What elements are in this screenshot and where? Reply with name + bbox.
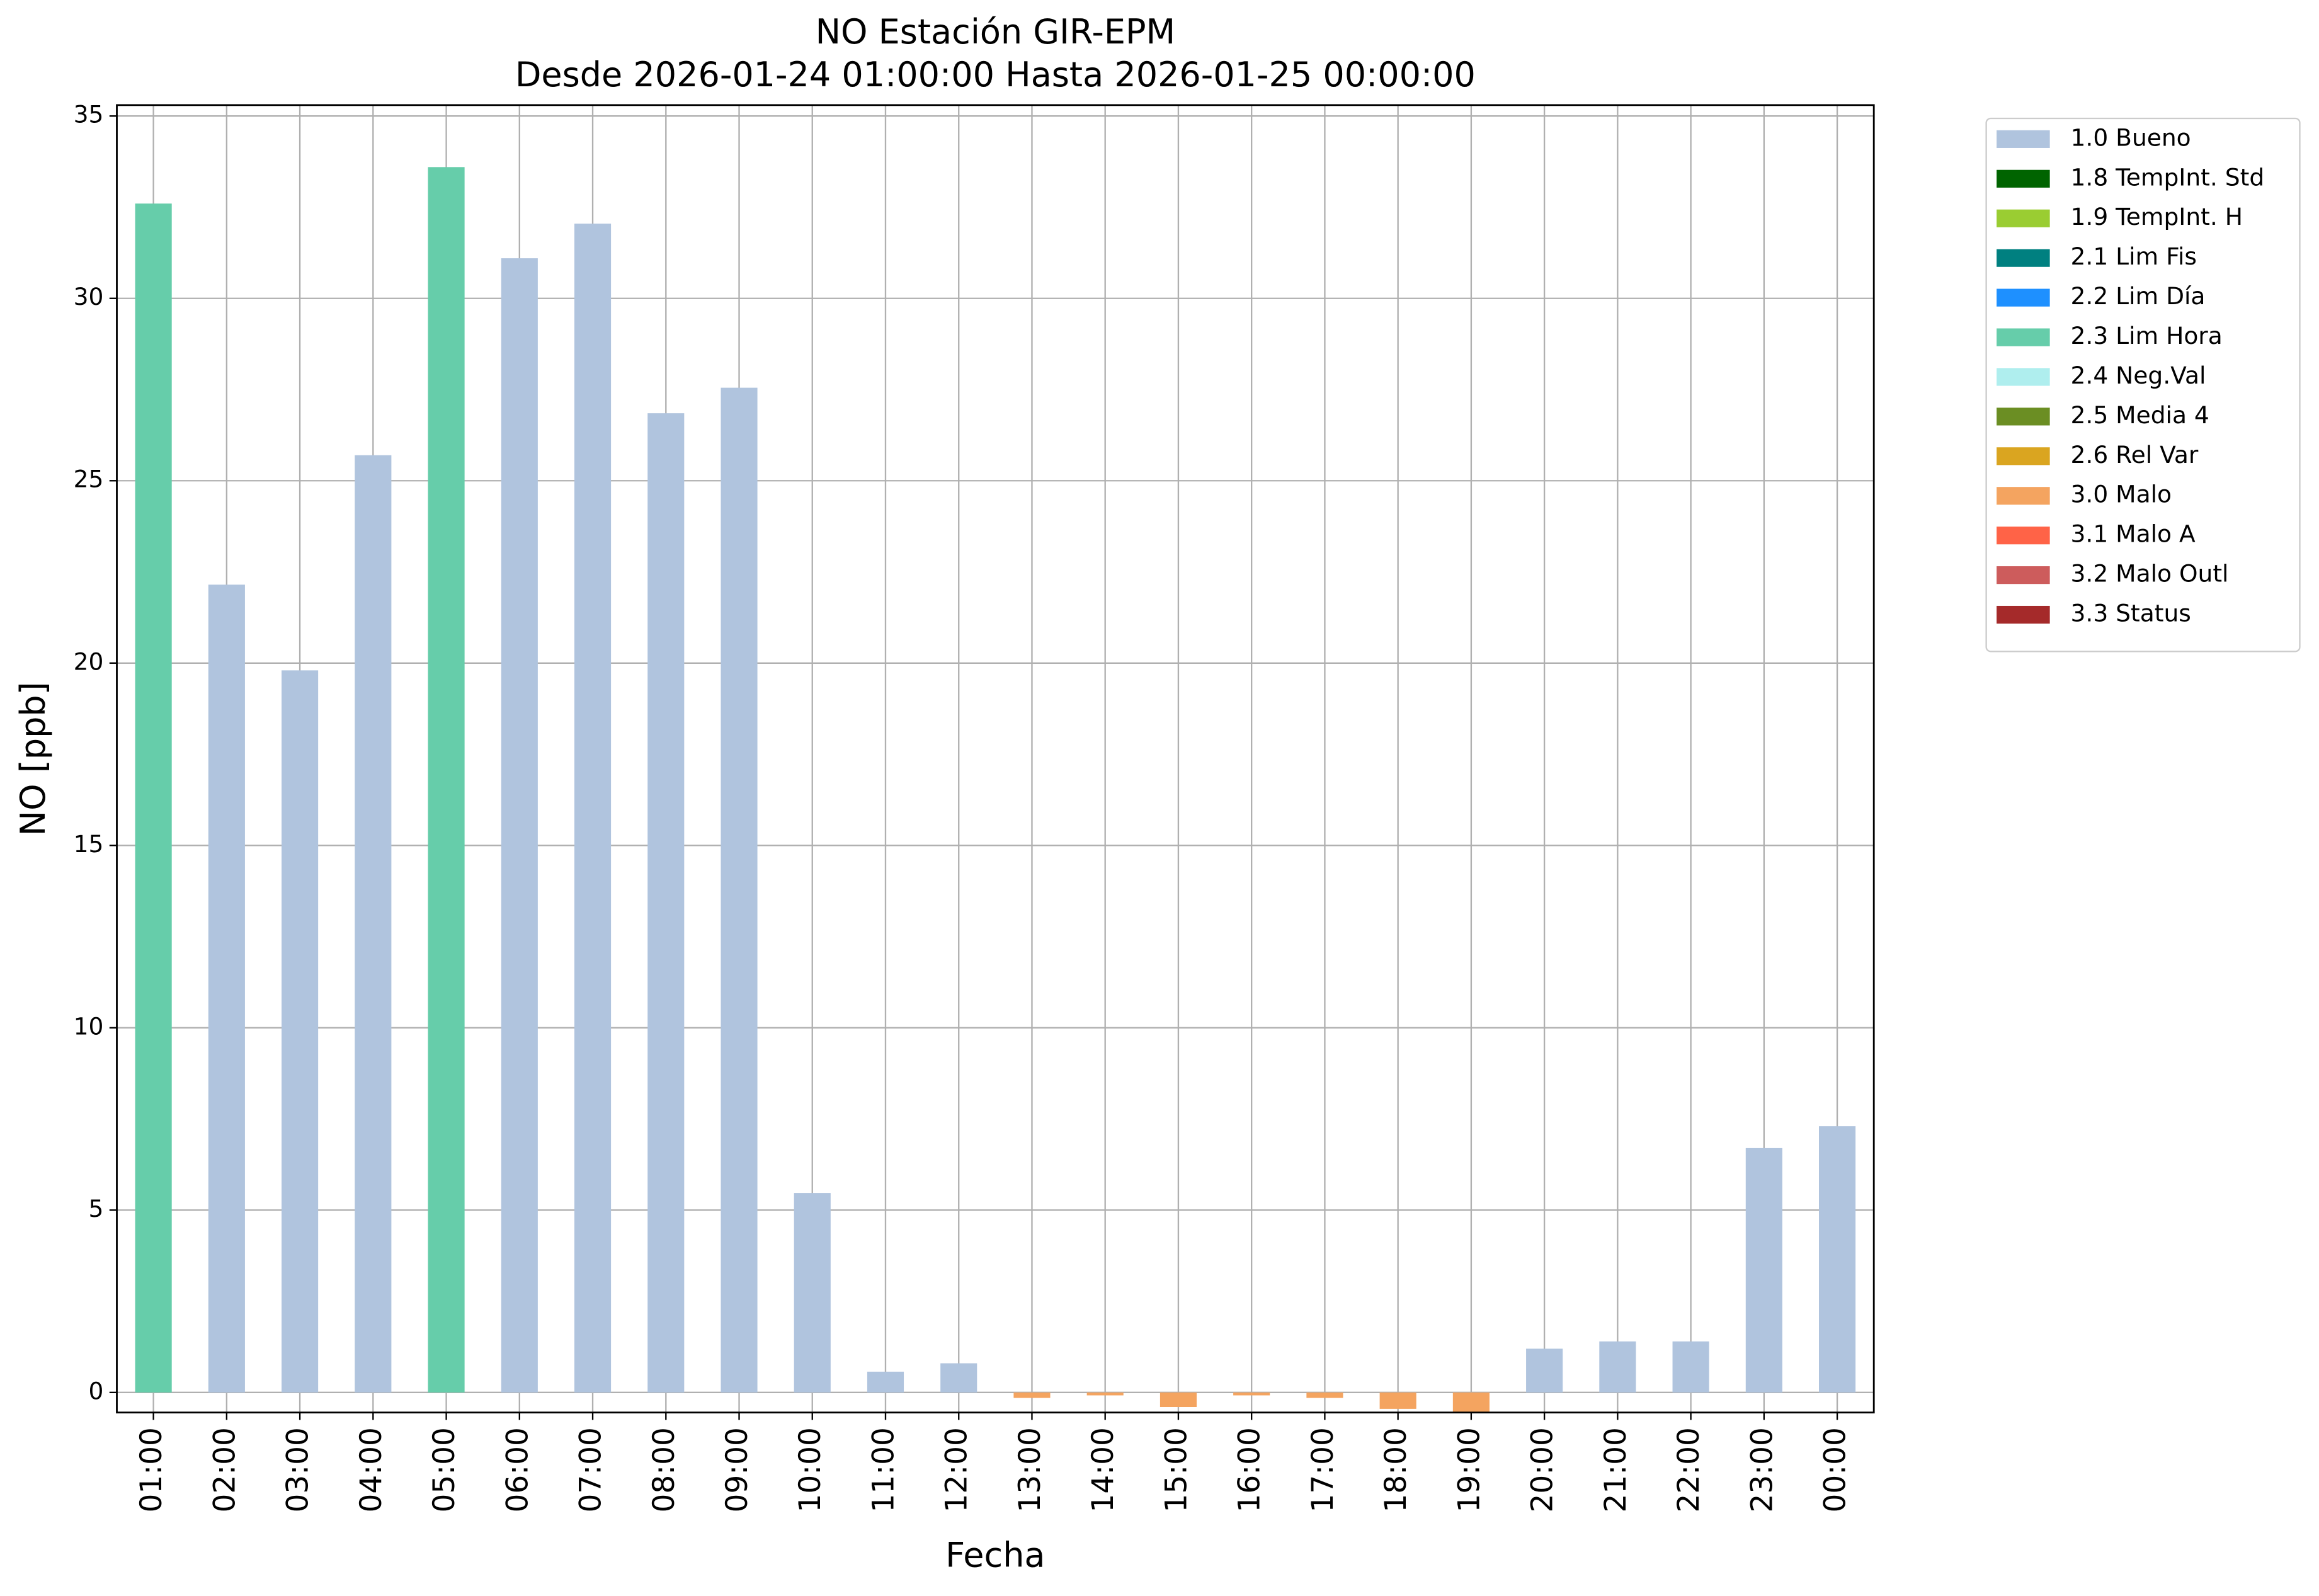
legend-label: 3.1 Malo A bbox=[2071, 520, 2196, 548]
x-tick-label: 05:00 bbox=[427, 1427, 462, 1512]
legend-swatch bbox=[1997, 130, 2050, 148]
bar bbox=[355, 455, 392, 1393]
legend-swatch bbox=[1997, 249, 2050, 267]
bar bbox=[428, 167, 465, 1393]
bar bbox=[1526, 1348, 1563, 1393]
x-tick-label: 11:00 bbox=[866, 1427, 901, 1512]
bar bbox=[1160, 1392, 1197, 1407]
bar bbox=[940, 1363, 977, 1393]
x-tick-label: 04:00 bbox=[354, 1427, 389, 1512]
legend-label: 2.2 Lim Día bbox=[2071, 282, 2206, 310]
chart-subtitle: Desde 2026-01-24 01:00:00 Hasta 2026-01-… bbox=[515, 55, 1476, 94]
y-tick-label: 35 bbox=[74, 101, 104, 128]
legend-swatch bbox=[1997, 209, 2050, 227]
x-tick-label: 12:00 bbox=[940, 1427, 974, 1512]
bar bbox=[501, 258, 538, 1393]
x-axis-label: Fecha bbox=[945, 1535, 1045, 1575]
bar bbox=[135, 203, 172, 1393]
bar bbox=[1086, 1392, 1124, 1396]
legend-label: 1.8 TempInt. Std bbox=[2071, 163, 2265, 191]
y-tick-label: 15 bbox=[74, 830, 104, 858]
x-tick-label: 07:00 bbox=[574, 1427, 608, 1512]
bar bbox=[1452, 1392, 1490, 1413]
bar bbox=[1819, 1126, 1856, 1393]
x-tick-label: 13:00 bbox=[1013, 1427, 1047, 1512]
chart-title: NO Estación GIR-EPM bbox=[816, 12, 1176, 52]
legend-label: 1.0 Bueno bbox=[2071, 123, 2191, 151]
bar bbox=[1306, 1392, 1343, 1398]
legend-label: 1.9 TempInt. H bbox=[2071, 203, 2243, 231]
x-tick-label: 15:00 bbox=[1159, 1427, 1194, 1512]
x-tick-label: 02:00 bbox=[207, 1427, 242, 1512]
x-tick-label: 17:00 bbox=[1306, 1427, 1340, 1512]
bar bbox=[867, 1371, 904, 1393]
legend-swatch bbox=[1997, 447, 2050, 465]
legend-swatch bbox=[1997, 527, 2050, 545]
x-tick-label: 06:00 bbox=[500, 1427, 535, 1512]
bar bbox=[1379, 1392, 1416, 1409]
legend-swatch bbox=[1997, 487, 2050, 505]
bar bbox=[721, 387, 758, 1393]
x-tick-label: 20:00 bbox=[1525, 1427, 1560, 1512]
x-tick-label: 08:00 bbox=[647, 1427, 681, 1512]
bar bbox=[1672, 1341, 1709, 1393]
x-tick-label: 10:00 bbox=[793, 1427, 828, 1512]
x-tick-label: 00:00 bbox=[1818, 1427, 1853, 1512]
bar bbox=[208, 584, 245, 1393]
bar bbox=[1233, 1392, 1270, 1396]
x-tick-label: 18:00 bbox=[1379, 1427, 1413, 1512]
y-tick-label: 5 bbox=[88, 1195, 103, 1223]
bar bbox=[1745, 1148, 1782, 1393]
legend-swatch bbox=[1997, 408, 2050, 426]
x-tick-label: 14:00 bbox=[1086, 1427, 1120, 1512]
legend-label: 3.2 Malo Outl bbox=[2071, 560, 2229, 588]
legend-swatch bbox=[1997, 566, 2050, 584]
y-tick-label: 0 bbox=[88, 1377, 103, 1405]
x-tick-label: 16:00 bbox=[1233, 1427, 1267, 1512]
y-tick-label: 20 bbox=[74, 647, 104, 675]
x-tick-label: 21:00 bbox=[1598, 1427, 1633, 1512]
legend-swatch bbox=[1997, 328, 2050, 346]
y-tick-label: 30 bbox=[74, 283, 104, 311]
legend-label: 3.3 Status bbox=[2071, 600, 2191, 627]
y-tick-label: 10 bbox=[74, 1012, 104, 1040]
x-tick-label: 01:00 bbox=[134, 1427, 169, 1512]
x-tick-label: 23:00 bbox=[1745, 1427, 1779, 1512]
legend-swatch bbox=[1997, 605, 2050, 624]
legend-label: 2.5 Media 4 bbox=[2071, 401, 2209, 429]
bar bbox=[1599, 1341, 1636, 1393]
x-tick-label: 19:00 bbox=[1452, 1427, 1486, 1512]
legend-swatch bbox=[1997, 288, 2050, 307]
bar bbox=[794, 1193, 831, 1393]
legend-box bbox=[1985, 117, 2301, 653]
x-tick-label: 03:00 bbox=[281, 1427, 316, 1512]
legend-swatch bbox=[1997, 169, 2050, 188]
x-tick-label: 09:00 bbox=[720, 1427, 755, 1512]
plot-frame bbox=[116, 104, 1875, 1414]
y-axis-label: NO [ppb] bbox=[13, 681, 53, 836]
legend-swatch bbox=[1997, 368, 2050, 386]
bar bbox=[574, 224, 612, 1393]
y-tick-label: 25 bbox=[74, 465, 104, 493]
bar bbox=[1013, 1392, 1051, 1398]
legend-label: 2.3 Lim Hora bbox=[2071, 322, 2223, 350]
legend-label: 2.6 Rel Var bbox=[2071, 441, 2199, 469]
legend-label: 3.0 Malo bbox=[2071, 481, 2172, 508]
legend-label: 2.1 Lim Fis bbox=[2071, 242, 2197, 270]
bar bbox=[647, 413, 685, 1393]
bar bbox=[282, 670, 319, 1393]
x-tick-label: 22:00 bbox=[1672, 1427, 1706, 1512]
legend-label: 2.4 Neg.Val bbox=[2071, 362, 2206, 389]
